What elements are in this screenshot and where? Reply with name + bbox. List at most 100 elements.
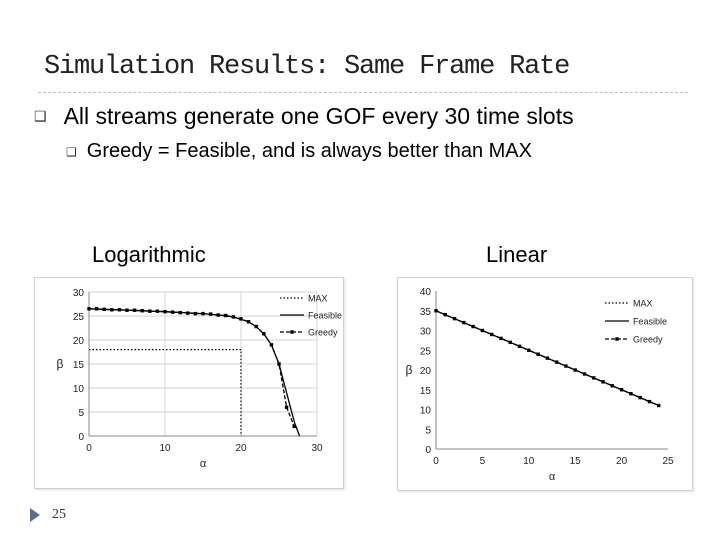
data-point-greedy	[102, 307, 106, 311]
bullet-item: ❑ All streams generate one GOF every 30 …	[34, 103, 574, 130]
legend-marker-greedy	[615, 337, 619, 341]
square-bullet-icon: ❑	[66, 144, 77, 159]
data-point-greedy	[117, 308, 122, 312]
data-point-greedy	[536, 352, 540, 356]
y-tick-label: 25	[420, 346, 432, 357]
linear-label: Linear	[486, 242, 548, 267]
x-tick-label: 0	[433, 456, 439, 467]
series-line-max	[89, 348, 242, 436]
x-tick-label: 30	[311, 443, 323, 454]
x-tick-label: 0	[86, 443, 92, 454]
data-point-greedy	[434, 309, 438, 313]
data-point-greedy	[201, 311, 205, 316]
y-axis-label: β	[57, 357, 64, 371]
y-tick-label: 25	[73, 312, 85, 323]
x-tick-label: 10	[159, 443, 171, 454]
data-point-greedy	[573, 368, 577, 372]
legend-entry-feasible: Feasible	[308, 311, 342, 321]
y-tick-label: 15	[73, 360, 85, 371]
data-point-greedy	[269, 343, 274, 347]
y-tick-label: 30	[73, 288, 85, 299]
x-axis-label: α	[549, 471, 556, 483]
x-tick-label: 25	[662, 456, 674, 467]
bullet-text: All streams generate one GOF every 30 ti…	[63, 103, 574, 129]
x-axis-label: α	[200, 458, 207, 470]
data-point-greedy	[277, 362, 281, 366]
data-point-greedy	[178, 310, 182, 315]
series-line-feasible	[88, 308, 301, 437]
data-point-greedy	[231, 315, 236, 319]
data-point-greedy	[148, 309, 152, 313]
data-point-greedy	[132, 308, 137, 312]
data-point-greedy	[554, 360, 559, 364]
y-axis-label: β	[406, 363, 413, 377]
data-point-greedy	[471, 324, 475, 329]
slide-title: Simulation Results: Same Frame Rate	[44, 52, 570, 82]
y-tick-label: 35	[420, 307, 432, 318]
linear-chart: 0 5 10 15 20 25 30 35 40 0 5 10 15 20 25 β α MAX Feasible G…	[406, 287, 674, 483]
legend-entry-greedy: Greedy	[308, 328, 338, 338]
data-point-greedy	[140, 309, 144, 313]
page-marker-icon	[30, 508, 40, 522]
data-point-greedy	[110, 308, 114, 312]
data-point-greedy	[262, 332, 266, 336]
sub-bullet-text: Greedy = Feasible, and is always better …	[86, 140, 532, 162]
y-tick-label: 10	[420, 406, 432, 417]
data-point-greedy	[254, 324, 258, 329]
data-point-greedy	[186, 311, 190, 315]
data-point-greedy	[517, 344, 522, 348]
data-point-greedy	[527, 348, 531, 352]
y-tick-label: 40	[420, 287, 432, 298]
y-tick-label: 10	[73, 384, 85, 395]
data-point-greedy	[601, 380, 605, 384]
data-point-greedy	[163, 309, 167, 314]
data-point-greedy	[592, 376, 596, 380]
data-point-greedy	[224, 313, 228, 318]
square-bullet-icon: ❑	[34, 108, 47, 124]
data-point-greedy	[216, 313, 220, 317]
y-tick-label: 30	[420, 327, 432, 338]
data-point-greedy	[125, 308, 129, 312]
data-point-greedy	[638, 395, 642, 400]
data-point-greedy	[564, 364, 568, 368]
data-point-greedy	[508, 340, 512, 345]
x-tick-label: 20	[235, 443, 247, 454]
data-point-greedy	[87, 307, 91, 311]
data-point-greedy	[170, 310, 175, 314]
data-point-greedy	[610, 384, 615, 388]
data-point-greedy	[208, 312, 213, 316]
data-point-greedy	[480, 328, 485, 333]
legend-entry-feasible: Feasible	[633, 317, 667, 327]
x-tick-label: 10	[523, 456, 535, 467]
y-tick-label: 0	[78, 432, 84, 443]
linear-chart-frame: 0 5 10 15 20 25 30 35 40 0 5 10 15 20 25 β α MAX Feasible G…	[397, 277, 693, 491]
data-point-greedy	[193, 311, 198, 316]
x-tick-label: 5	[480, 456, 486, 467]
legend-entry-max: MAX	[633, 299, 653, 309]
data-point-greedy	[629, 392, 633, 396]
sub-bullet-item: ❑ Greedy = Feasible, and is always bette…	[66, 140, 532, 163]
data-point-greedy	[284, 405, 289, 409]
legend-entry-max: MAX	[308, 294, 328, 304]
y-tick-label: 20	[420, 366, 432, 377]
data-point-greedy	[545, 356, 550, 360]
title-divider	[38, 92, 688, 93]
x-tick-label: 20	[616, 456, 628, 467]
data-point-greedy	[657, 403, 661, 408]
data-point-greedy	[94, 307, 99, 311]
data-point-greedy	[619, 388, 624, 392]
logarithmic-label: Logarithmic	[92, 242, 206, 267]
data-point-greedy	[647, 399, 652, 404]
legend-entry-greedy: Greedy	[633, 335, 663, 345]
data-point-greedy	[246, 320, 251, 324]
x-tick-label: 15	[570, 456, 582, 467]
y-tick-label: 5	[78, 408, 84, 419]
y-tick-label: 5	[425, 425, 431, 436]
data-point-greedy	[443, 313, 447, 317]
page-number: 25	[52, 507, 66, 522]
y-tick-label: 0	[425, 445, 431, 456]
data-point-greedy	[462, 320, 466, 325]
y-tick-label: 20	[73, 336, 85, 347]
legend-marker-greedy	[290, 330, 294, 334]
data-point-greedy	[582, 372, 587, 376]
